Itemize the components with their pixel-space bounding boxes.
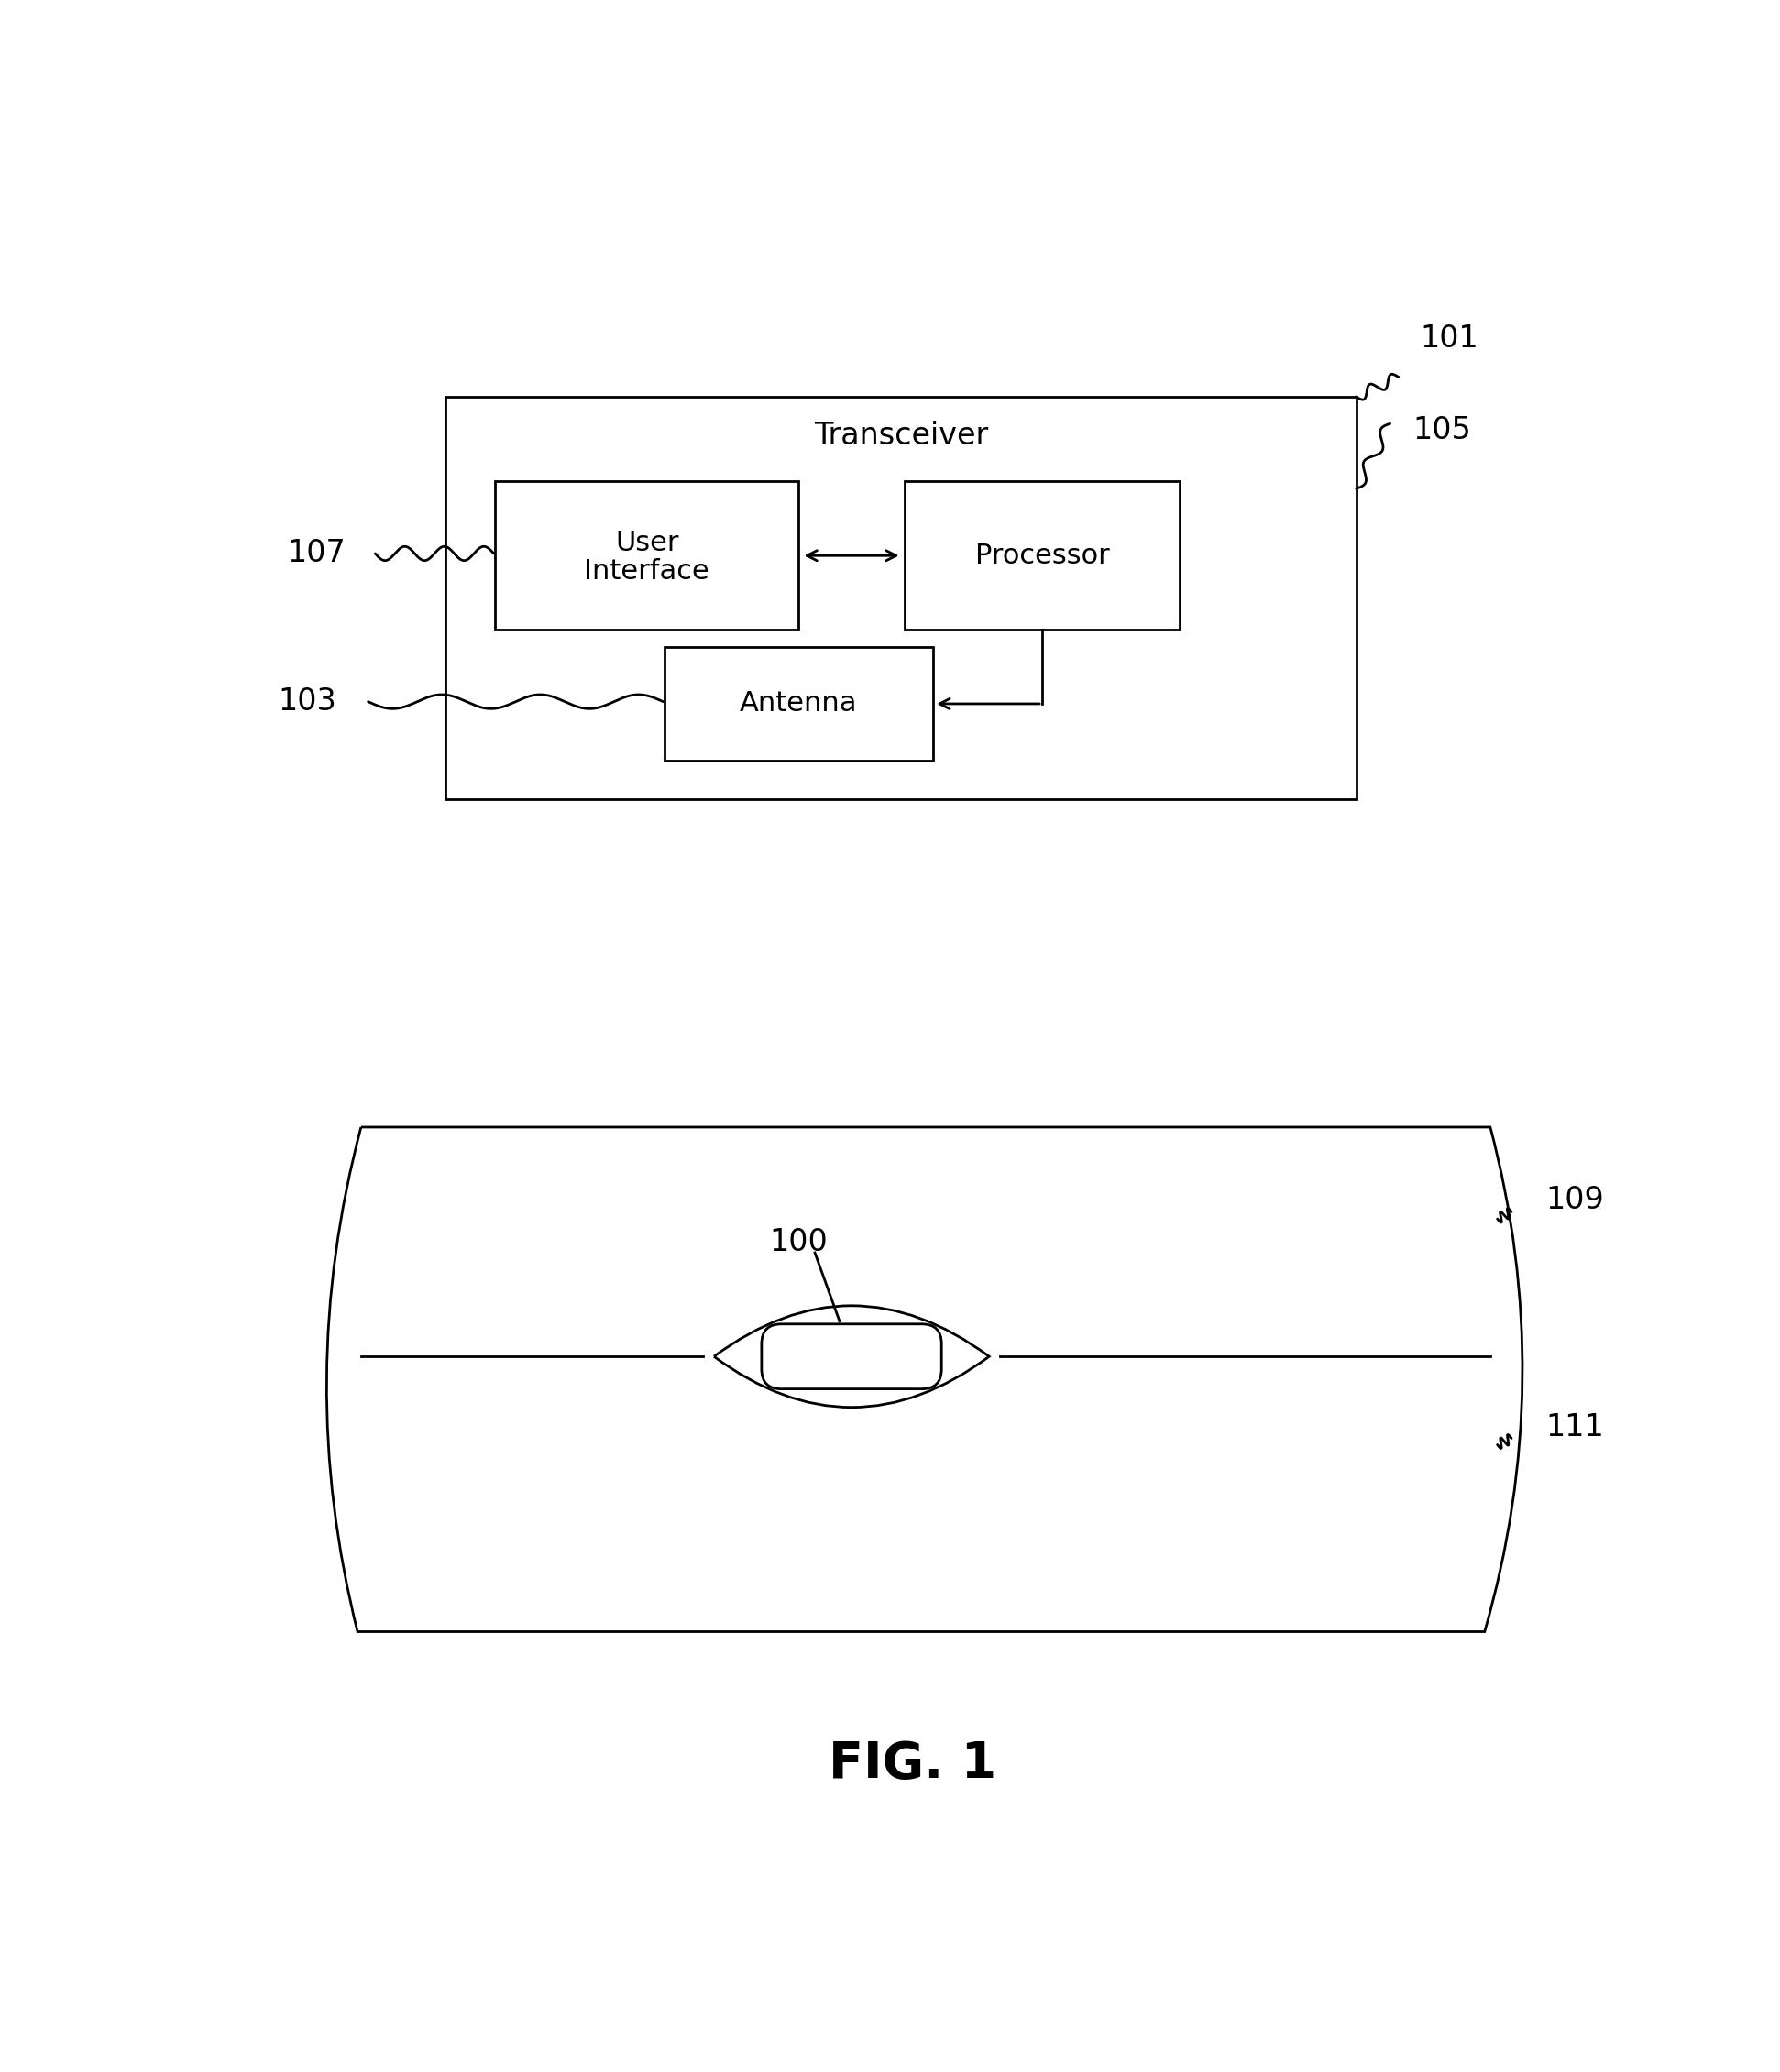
Text: 100: 100 xyxy=(769,1227,828,1258)
Text: 103: 103 xyxy=(278,686,336,717)
Bar xyxy=(664,646,933,760)
Text: Transceiver: Transceiver xyxy=(813,421,988,452)
PathPatch shape xyxy=(714,1305,990,1407)
Text: 105: 105 xyxy=(1413,416,1470,445)
Text: 101: 101 xyxy=(1420,323,1477,354)
Bar xyxy=(904,481,1180,630)
Text: 109: 109 xyxy=(1545,1185,1604,1214)
Text: User: User xyxy=(616,530,678,555)
Bar xyxy=(445,398,1356,800)
Text: 107: 107 xyxy=(287,539,345,568)
FancyBboxPatch shape xyxy=(762,1324,942,1388)
Text: Interface: Interface xyxy=(584,557,710,584)
Text: Antenna: Antenna xyxy=(740,690,858,717)
Bar xyxy=(495,481,799,630)
Text: 111: 111 xyxy=(1545,1411,1604,1442)
Text: Processor: Processor xyxy=(975,543,1109,570)
Text: FIG. 1: FIG. 1 xyxy=(828,1740,997,1788)
